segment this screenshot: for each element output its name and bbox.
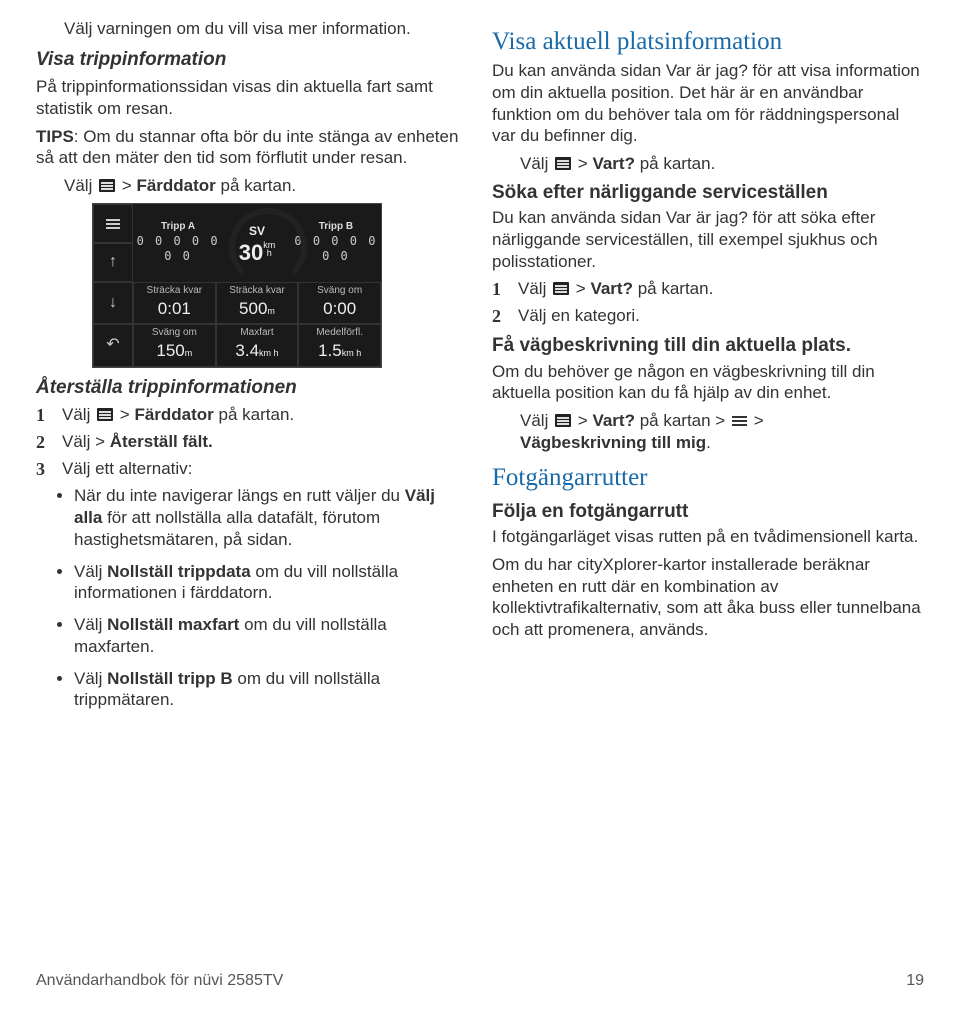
tripinfo-body: På trippinformationssidan visas din aktu…	[36, 76, 468, 120]
menu-icon	[555, 157, 571, 170]
odometer-a: Tripp A 0 0 0 0 0 0 0	[133, 221, 223, 265]
heading-plats: Visa aktuell platsinformation	[492, 26, 924, 58]
city-body: Om du har cityXplorer-kartor installerad…	[492, 554, 924, 641]
bullet-1: När du inte navigerar längs en rutt välj…	[74, 485, 468, 550]
search-step-1: Välj > Vart? på kartan.	[518, 278, 713, 301]
bullet-3: Välj Nollställ maxfart om du vill nollst…	[74, 614, 468, 658]
right-column: Visa aktuell platsinformation Du kan anv…	[492, 18, 924, 721]
step-2: Välj > Återställ fält.	[62, 431, 213, 454]
fig-back-icon: ↶	[93, 324, 133, 367]
tips-line: TIPS: Om du stannar ofta bör du inte stä…	[36, 126, 468, 170]
step-1: Välj > Färddator på kartan.	[62, 404, 294, 427]
bullet-4: Välj Nollställ tripp B om du vill nollst…	[74, 668, 468, 712]
step-3: Välj ett alternativ:	[62, 458, 192, 481]
heading-fotgangarrutter: Fotgängarrutter	[492, 462, 924, 494]
footer-title: Användarhandbok för nüvi 2585TV	[36, 971, 283, 991]
search-step-2: Välj en kategori.	[518, 305, 640, 328]
intro-text: Välj varningen om du vill visa mer infor…	[36, 18, 468, 40]
search-steps: 1 Välj > Vart? på kartan. 2 Välj en kate…	[492, 278, 924, 328]
tips-label: TIPS	[36, 127, 74, 146]
menu-icon	[555, 414, 571, 427]
menu-icon	[97, 408, 113, 421]
menu-icon	[99, 179, 115, 192]
fig-down-icon: ↓	[93, 282, 133, 325]
menu-lines-icon	[732, 416, 747, 427]
left-column: Välj varningen om du vill visa mer infor…	[36, 18, 468, 721]
plats-select: Välj > Vart? på kartan.	[492, 153, 924, 175]
select-farddator: Välj > Färddator på kartan.	[36, 175, 468, 197]
heading-reset: Återställa trippinformationen	[36, 376, 468, 400]
speed-gauge: SV 30kmh	[223, 206, 291, 280]
fig-hamburger-icon	[93, 204, 133, 243]
search-body: Du kan använda sidan Var är jag? för att…	[492, 207, 924, 272]
trip-computer-figure: ↑ Tripp A 0 0 0 0 0 0 0 SV 30kmh	[92, 203, 382, 368]
page-footer: Användarhandbok för nüvi 2585TV 19	[36, 971, 924, 991]
reset-options: När du inte navigerar längs en rutt välj…	[36, 485, 468, 711]
bullet-2: Välj Nollställ trippdata om du vill noll…	[74, 561, 468, 605]
directions-select: Välj > Vart? på kartan > >Vägbeskrivning…	[492, 410, 924, 454]
follow-body: I fotgängarläget visas rutten på en tvåd…	[492, 526, 924, 548]
heading-follow: Följa en fotgängarrutt	[492, 500, 924, 524]
plats-body: Du kan använda sidan Var är jag? för att…	[492, 60, 924, 147]
fig-up-icon: ↑	[93, 243, 133, 282]
heading-tripinfo: Visa trippinformation	[36, 48, 468, 72]
directions-body: Om du behöver ge någon en vägbeskrivning…	[492, 361, 924, 405]
reset-steps: 1 Välj > Färddator på kartan. 2 Välj > Å…	[36, 404, 468, 481]
menu-icon	[553, 282, 569, 295]
heading-directions: Få vägbeskrivning till din aktuella plat…	[492, 334, 924, 358]
page-number: 19	[906, 971, 924, 991]
heading-search: Söka efter närliggande serviceställen	[492, 181, 924, 205]
